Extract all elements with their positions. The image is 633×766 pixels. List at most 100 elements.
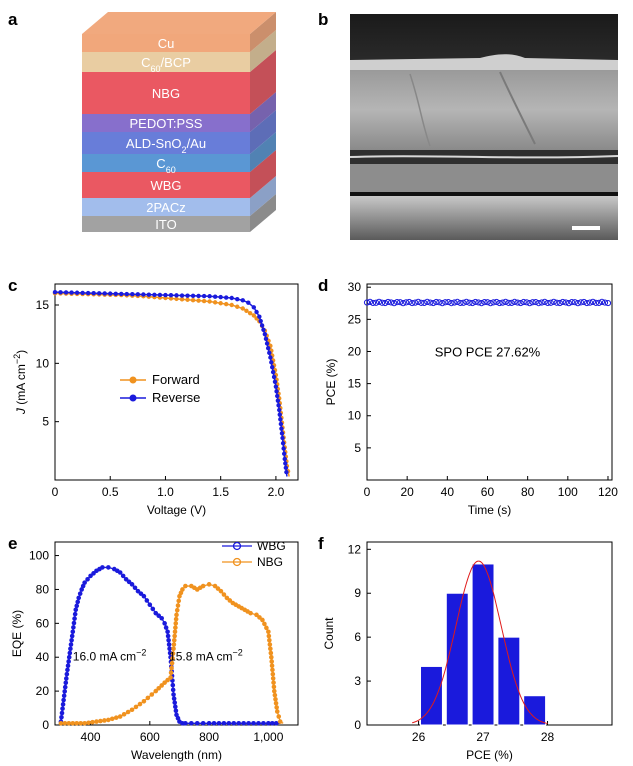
data-point-wbg [60, 706, 65, 711]
x-tick-label: 0.5 [102, 485, 119, 499]
data-point-spo [372, 299, 380, 306]
data-point-wbg [231, 721, 237, 726]
data-point-wbg [75, 599, 81, 605]
data-point-nbg [113, 715, 119, 720]
data-point-nbg [171, 642, 177, 647]
data-point-reverse [280, 435, 285, 441]
data-point-spo [568, 299, 575, 306]
data-point-reverse [218, 294, 223, 300]
histogram-bar [420, 665, 443, 726]
data-point-spo [538, 299, 545, 306]
data-point-nbg [174, 607, 180, 613]
data-point-spo [601, 299, 609, 306]
x-tick-label: 0 [364, 485, 371, 499]
data-point-spo [387, 299, 395, 306]
legend-label-nbg: NBG [257, 555, 283, 569]
data-point-wbg [171, 692, 176, 697]
data-point-forward [212, 300, 218, 305]
data-point-nbg [273, 701, 279, 706]
data-point-wbg [70, 629, 76, 635]
data-point-reverse [96, 291, 102, 296]
data-point-nbg [170, 656, 175, 661]
legend-marker-wbg [232, 541, 242, 551]
plot-frame [366, 283, 613, 481]
data-point-nbg [94, 719, 99, 724]
layer-side [250, 50, 276, 114]
data-point-spo [550, 298, 557, 305]
data-point-nbg [268, 646, 273, 652]
data-point-wbg [221, 721, 227, 726]
data-point-spo [424, 298, 431, 305]
data-point-nbg [267, 642, 273, 647]
data-point-spo [391, 300, 398, 307]
data-point-wbg [129, 582, 135, 587]
y-tick-label: 100 [29, 549, 49, 563]
data-point-reverse [91, 290, 96, 296]
data-point-wbg [62, 689, 67, 694]
data-point-reverse [274, 389, 279, 394]
data-point-wbg [194, 721, 200, 726]
data-point-spo [547, 299, 554, 306]
sem-grain-boundary [409, 73, 431, 147]
data-point-reverse [58, 290, 63, 295]
data-point-spo [442, 299, 449, 306]
data-point-spo [481, 299, 488, 306]
data-point-spo [463, 298, 470, 305]
data-point-reverse [113, 291, 118, 296]
data-point-forward [207, 299, 212, 304]
data-point-spo [384, 298, 392, 306]
sem-nbg-layer [350, 70, 618, 150]
data-point-spo [583, 299, 590, 307]
data-point-forward [190, 297, 196, 303]
layer-side [250, 30, 276, 72]
data-point-reverse [284, 469, 289, 475]
data-point-spo [436, 299, 443, 306]
layer-front [82, 172, 250, 198]
layer-front [82, 154, 250, 172]
data-point-nbg [171, 646, 176, 652]
data-point-reverse [235, 296, 240, 302]
current-density-annotation-1: 16.0 mA cm−2 [73, 648, 147, 664]
data-point-wbg [68, 642, 74, 647]
data-point-nbg [102, 718, 107, 723]
data-point-spo [439, 300, 446, 307]
data-point-nbg [106, 717, 111, 723]
y-axis-label: J (mA cm−2) [12, 350, 28, 415]
data-point-nbg [173, 616, 179, 622]
data-point-nbg [269, 659, 274, 664]
jv-curve-chart: 0 0.5 1.0 1.5 2.0 5 10 15 Voltage (V) J (mA cm−2)… [12, 283, 299, 517]
data-point-wbg [206, 721, 212, 726]
data-point-nbg [145, 695, 151, 701]
data-point-nbg [58, 721, 64, 726]
data-point-reverse [135, 292, 141, 297]
data-point-nbg [180, 587, 185, 592]
data-point-spo [562, 299, 569, 306]
data-point-forward [251, 313, 257, 318]
data-point-nbg [171, 637, 177, 643]
data-point-nbg [129, 707, 135, 713]
data-point-reverse [168, 293, 174, 298]
data-point-wbg [61, 697, 66, 703]
data-point-nbg [172, 629, 178, 635]
data-point-nbg [270, 676, 276, 681]
data-point-wbg [76, 595, 82, 601]
x-tick-label: 1,000 [253, 730, 283, 744]
y-tick-label: 40 [36, 650, 50, 664]
y-tick-label: 60 [36, 616, 50, 630]
data-point-spo [433, 298, 440, 306]
x-axis-label: PCE (%) [466, 748, 513, 762]
layer-label: 2PACz [146, 200, 186, 215]
data-point-reverse [283, 465, 289, 470]
data-point-spo [589, 298, 597, 305]
data-point-wbg [144, 598, 150, 603]
data-point-wbg [236, 721, 242, 726]
y-tick-label: 15 [36, 298, 50, 312]
data-point-spo [409, 299, 416, 307]
data-point-reverse [263, 336, 269, 342]
data-point-spo [505, 299, 512, 306]
data-point-spo [406, 298, 413, 306]
layer-label: ALD-SnO2/Au [126, 136, 206, 155]
layer-side [250, 92, 276, 132]
data-point-wbg [167, 646, 172, 652]
data-point-wbg [270, 721, 275, 726]
